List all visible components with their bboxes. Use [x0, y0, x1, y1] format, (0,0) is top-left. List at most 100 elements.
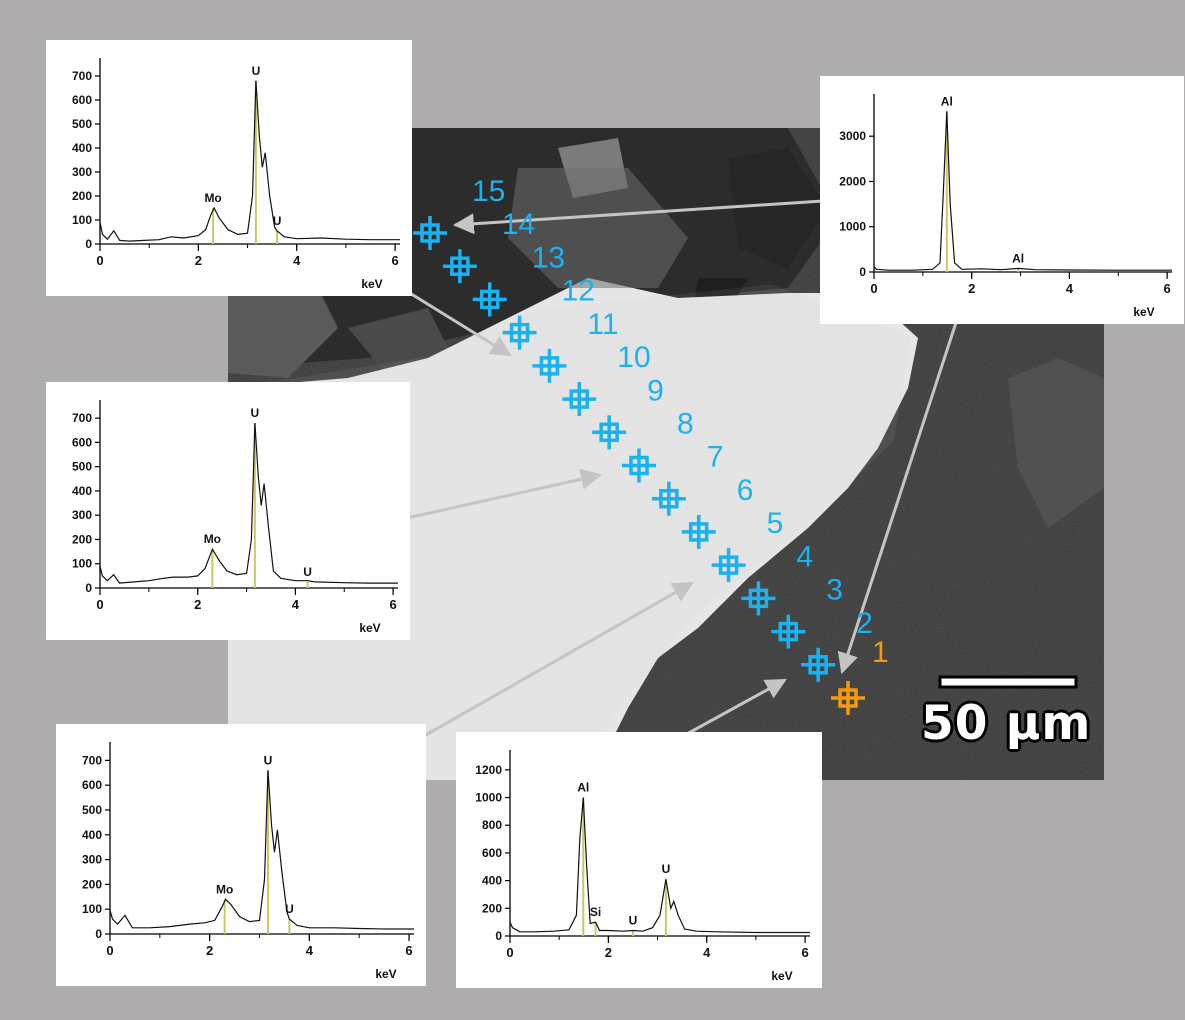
spectrum-line — [873, 111, 1172, 271]
peak-label: Mo — [204, 532, 221, 546]
x-axis-label: keV — [771, 969, 792, 983]
y-tick-label: 200 — [72, 532, 92, 546]
y-tick-label: 500 — [82, 803, 102, 817]
y-tick-label: 300 — [82, 853, 102, 867]
y-tick-label: 300 — [72, 165, 92, 179]
x-axis-label: keV — [1133, 305, 1154, 319]
x-tick-label: 0 — [96, 597, 103, 612]
x-tick-label: 6 — [801, 945, 808, 960]
scan-point-label-1: 1 — [872, 636, 889, 669]
peak-label: Mo — [216, 882, 233, 896]
x-tick-label: 0 — [870, 281, 877, 296]
scan-point-label-2: 2 — [856, 607, 873, 640]
scan-point-label-4: 4 — [796, 540, 813, 573]
y-tick-label: 1200 — [475, 763, 502, 777]
y-tick-label: 400 — [82, 828, 102, 842]
peak-label: Al — [1012, 251, 1024, 265]
peak-label: U — [285, 902, 294, 916]
scan-point-label-8: 8 — [677, 408, 694, 441]
arrow-middle-left — [397, 468, 603, 522]
x-tick-label: 0 — [106, 943, 113, 958]
peak-label: U — [629, 913, 638, 927]
scale-bar-label: 50 µm — [921, 696, 1092, 751]
y-tick-label: 0 — [859, 265, 866, 279]
scan-point-label-9: 9 — [647, 374, 664, 407]
x-tick-label: 4 — [292, 597, 300, 612]
spectrum-chart-middle-left: 0 100 200 300 400 500 600 700 0 2 4 6 keV Mo U U — [72, 400, 398, 635]
spectrum-panel-bottom-left: 0 100 200 300 400 500 600 700 0 2 4 6 keV Mo U U — [56, 724, 426, 986]
y-tick-label: 0 — [95, 927, 102, 941]
y-tick-label: 100 — [72, 213, 92, 227]
scan-point-marker-15 — [413, 216, 447, 250]
y-tick-label: 800 — [482, 818, 502, 832]
scan-point-marker-5 — [711, 548, 746, 583]
y-tick-label: 500 — [72, 460, 92, 474]
y-tick-label: 0 — [85, 237, 92, 251]
x-tick-label: 2 — [968, 281, 975, 296]
scan-point-marker-10 — [562, 382, 597, 417]
y-tick-label: 200 — [482, 901, 502, 915]
x-axis-label: keV — [375, 967, 396, 981]
x-tick-label: 4 — [293, 253, 301, 268]
scan-point-marker-3 — [771, 614, 806, 649]
y-tick-label: 500 — [72, 117, 92, 131]
scan-point-marker-14 — [442, 249, 477, 284]
peak-label: Al — [941, 94, 953, 108]
x-tick-label: 2 — [194, 597, 201, 612]
x-axis-label: keV — [359, 621, 380, 635]
peak-label: Si — [590, 905, 601, 919]
spectrum-chart-bottom-right: 0 200 400 600 800 1000 1200 0 2 4 6 keV Al Si U U — [475, 750, 810, 983]
scan-point-marker-4 — [741, 581, 776, 616]
peak-label: U — [251, 406, 260, 420]
peak-label: U — [662, 862, 671, 876]
peak-label: U — [252, 64, 261, 78]
scan-point-label-10: 10 — [617, 341, 650, 374]
y-tick-label: 700 — [82, 753, 102, 767]
scan-point-label-3: 3 — [826, 574, 843, 607]
y-tick-label: 400 — [72, 141, 92, 155]
scan-markers — [413, 216, 865, 715]
x-tick-label: 4 — [703, 945, 711, 960]
y-tick-label: 600 — [82, 778, 102, 792]
y-tick-label: 400 — [72, 484, 92, 498]
scan-point-marker-11 — [532, 348, 567, 383]
scan-point-marker-7 — [651, 481, 686, 516]
y-tick-label: 1000 — [475, 791, 502, 805]
scan-point-label-13: 13 — [532, 241, 565, 274]
scan-point-label-6: 6 — [737, 474, 754, 507]
y-tick-label: 600 — [72, 435, 92, 449]
spectrum-chart-bottom-left: 0 100 200 300 400 500 600 700 0 2 4 6 keV Mo U U — [82, 742, 414, 981]
scan-point-marker-9 — [592, 415, 627, 450]
x-tick-label: 4 — [306, 943, 314, 958]
y-tick-label: 600 — [72, 93, 92, 107]
x-tick-label: 0 — [96, 253, 103, 268]
scan-point-label-5: 5 — [767, 507, 784, 540]
y-tick-label: 700 — [72, 69, 92, 83]
peak-label: U — [264, 753, 273, 767]
y-tick-label: 100 — [72, 557, 92, 571]
spectrum-line — [109, 770, 414, 930]
scan-point-marker-13 — [472, 282, 507, 317]
x-tick-label: 0 — [506, 945, 513, 960]
x-tick-label: 4 — [1066, 281, 1074, 296]
y-tick-label: 300 — [72, 508, 92, 522]
y-tick-label: 400 — [482, 874, 502, 888]
spectrum-line — [509, 797, 810, 934]
scan-point-marker-8 — [622, 448, 656, 483]
y-tick-label: 600 — [482, 846, 502, 860]
x-tick-label: 2 — [605, 945, 612, 960]
peak-label: Al — [577, 781, 589, 795]
spectrum-panel-middle-left: 0 100 200 300 400 500 600 700 0 2 4 6 keV Mo U U — [46, 382, 410, 640]
peak-label: U — [273, 214, 282, 228]
x-axis-label: keV — [361, 277, 382, 291]
x-tick-label: 2 — [195, 253, 202, 268]
spectrum-panel-top-right: 0 1000 2000 3000 0 2 4 6 keV Al Al — [820, 76, 1184, 324]
scan-point-marker-6 — [681, 514, 716, 549]
scan-point-label-7: 7 — [707, 441, 724, 474]
x-tick-label: 6 — [389, 597, 396, 612]
spectrum-line — [99, 80, 400, 242]
scan-point-marker-1 — [831, 681, 865, 715]
x-tick-label: 6 — [1163, 281, 1170, 296]
